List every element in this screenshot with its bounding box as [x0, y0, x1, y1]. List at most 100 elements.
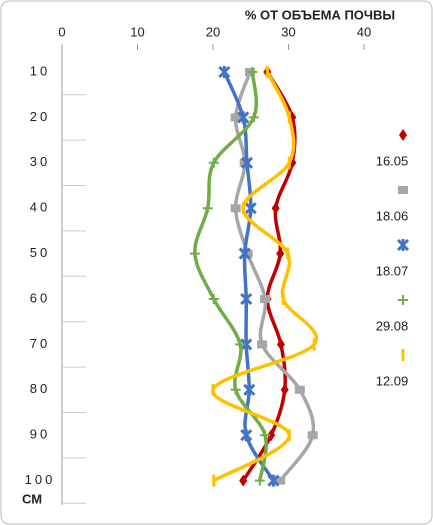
marker-shape — [244, 202, 257, 215]
marker-shape — [254, 475, 265, 486]
point-marker — [294, 385, 305, 394]
point-marker — [275, 476, 286, 485]
point-marker — [238, 247, 251, 260]
y-tick-label: 40 — [30, 200, 50, 215]
marker-shape — [398, 295, 408, 305]
point-marker — [240, 156, 254, 169]
point-marker — [230, 384, 241, 395]
y-tick-label: 60 — [30, 290, 50, 305]
y-tick-label: 20 — [30, 109, 50, 124]
point-marker — [307, 431, 318, 440]
marker-shape — [399, 129, 407, 141]
y-tick-label: 90 — [30, 427, 50, 442]
point-marker — [230, 204, 241, 213]
x-tick-label: 10 — [130, 24, 144, 39]
legend-label: 18.07 — [376, 263, 409, 278]
point-marker — [243, 383, 256, 396]
x-tick-label: 20 — [206, 24, 220, 39]
series-line — [233, 71, 316, 482]
point-marker — [257, 340, 268, 349]
marker-shape — [218, 65, 231, 79]
marker-shape — [260, 295, 271, 303]
marker-shape — [239, 474, 248, 487]
point-marker — [202, 203, 213, 214]
legend-label: 18.06 — [376, 208, 409, 223]
point-marker — [267, 474, 280, 487]
y-tick-label: 10 — [30, 63, 50, 78]
marker-shape — [307, 431, 318, 440]
marker-shape — [230, 113, 241, 122]
marker-shape — [276, 338, 285, 351]
marker-shape — [294, 385, 305, 394]
marker-shape — [248, 112, 259, 123]
point-marker — [254, 475, 265, 486]
marker-shape — [239, 158, 250, 167]
point-marker — [242, 249, 253, 258]
marker-shape — [240, 338, 253, 351]
point-marker — [230, 113, 241, 122]
marker-shape — [242, 249, 253, 258]
marker-shape — [276, 247, 285, 260]
marker-shape — [240, 156, 254, 169]
point-marker — [399, 129, 407, 141]
y-tick-label: 50 — [30, 245, 50, 260]
marker-shape — [235, 339, 246, 350]
marker-shape — [202, 203, 213, 214]
x-tick-label: 40 — [357, 24, 371, 39]
marker-shape — [189, 248, 200, 259]
marker-shape — [230, 204, 241, 213]
point-marker — [239, 474, 248, 487]
point-marker — [396, 238, 410, 252]
marker-shape — [260, 430, 271, 441]
point-marker — [398, 295, 408, 305]
y-tick-label: 100 — [25, 472, 56, 487]
point-marker — [267, 429, 276, 442]
x-tick-label: 30 — [281, 24, 295, 39]
y-tick-label: 70 — [30, 336, 50, 351]
marker-shape — [208, 157, 219, 168]
point-marker — [240, 338, 253, 351]
point-marker — [240, 292, 253, 306]
point-marker — [280, 383, 289, 396]
marker-shape — [243, 383, 256, 396]
marker-shape — [271, 202, 280, 215]
point-marker — [218, 65, 231, 79]
y-tick-label: 80 — [30, 381, 50, 396]
point-marker — [271, 202, 280, 215]
x-tick-label: 0 — [58, 24, 65, 39]
marker-shape — [398, 186, 408, 194]
marker-shape — [247, 67, 258, 77]
marker-shape — [267, 474, 280, 487]
point-marker — [248, 112, 259, 123]
marker-shape — [230, 384, 241, 395]
legend-label: 16.05 — [376, 153, 409, 168]
point-marker — [240, 429, 253, 442]
marker-shape — [275, 476, 286, 485]
y-tick-label: 30 — [30, 154, 50, 169]
point-marker — [237, 111, 250, 124]
point-marker — [189, 248, 200, 259]
marker-shape — [208, 294, 219, 304]
point-marker — [276, 338, 285, 351]
marker-shape — [240, 292, 253, 306]
marker-shape — [257, 340, 268, 349]
marker-shape — [280, 383, 289, 396]
marker-shape — [240, 429, 253, 442]
marker-shape — [267, 429, 276, 442]
marker-shape — [396, 238, 410, 252]
legend-label: 29.08 — [376, 318, 409, 333]
point-marker — [260, 430, 271, 441]
point-marker — [260, 295, 271, 303]
marker-shape — [237, 111, 250, 124]
point-marker — [208, 157, 219, 168]
y-axis-title: СМ — [22, 491, 42, 506]
point-marker — [247, 67, 258, 77]
marker-shape — [238, 247, 251, 260]
x-axis-title: % ОТ ОБЪЕМА ПОЧВЫ — [245, 7, 395, 22]
point-marker — [239, 158, 250, 167]
point-marker — [244, 202, 257, 215]
point-marker — [235, 339, 246, 350]
